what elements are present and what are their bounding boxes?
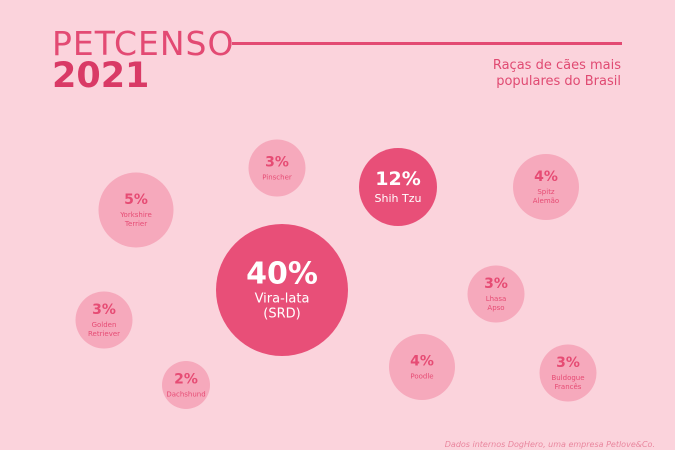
bubble-name-label: (SRD) xyxy=(263,307,300,322)
bubble-value-label: 3% xyxy=(92,302,116,318)
bubble-name-label: Francês xyxy=(555,383,582,391)
title-divider xyxy=(232,42,622,45)
bubble-dachshund: 2% Dachshund xyxy=(162,361,210,409)
chart-title-line2: 2021 xyxy=(52,56,150,96)
bubble-name-label: Poodle xyxy=(410,372,433,380)
bubble-value-label: 2% xyxy=(174,371,198,387)
bubble-name-label: Buldogue xyxy=(551,374,584,382)
bubble-circle xyxy=(216,224,348,356)
bubble-vira-lata-srd: 40%Vira-lata(SRD) xyxy=(216,224,348,356)
bubble-name-label: Apso xyxy=(487,304,504,312)
bubble-circle xyxy=(248,139,306,197)
chart-subtitle: Raças de cães mais populares do Brasil xyxy=(492,58,621,89)
bubble-name-label: Yorkshire xyxy=(119,211,152,219)
bubble-name-label: Vira-lata xyxy=(255,292,310,307)
bubble-circle xyxy=(359,148,437,226)
bubble-value-label: 3% xyxy=(484,276,508,292)
chart-title-line1: PETCENSO xyxy=(52,24,235,63)
source-note: Dados internos DogHero, uma empresa Petl… xyxy=(444,440,655,449)
bubble-value-label: 40% xyxy=(246,257,318,292)
bubble-name-label: Shih Tzu xyxy=(375,192,422,205)
bubble-shih-tzu: 12% Shih Tzu xyxy=(359,148,437,226)
bubble-circle xyxy=(389,334,455,400)
bubble-circle xyxy=(98,172,174,248)
bubble-circle xyxy=(467,265,525,323)
bubble-pinscher: 3% Pinscher xyxy=(248,139,306,197)
bubble-name-label: Golden xyxy=(92,321,117,329)
bubble-value-label: 4% xyxy=(534,169,558,185)
bubble-value-label: 3% xyxy=(265,154,289,170)
bubble-name-label: Lhasa xyxy=(486,295,507,303)
bubble-name-label: Pinscher xyxy=(262,173,292,181)
bubble-circle xyxy=(513,154,579,220)
bubble-circle xyxy=(75,291,133,349)
bubble-name-label: Alemão xyxy=(533,197,559,205)
bubble-value-label: 4% xyxy=(410,353,434,369)
bubble-name-label: Spitz xyxy=(537,188,555,196)
bubble-name-label: Terrier xyxy=(124,220,147,228)
bubble-value-label: 5% xyxy=(124,192,148,208)
bubble-value-label: 3% xyxy=(556,355,580,371)
bubble-circle xyxy=(539,344,597,402)
bubble-poodle: 4% Poodle xyxy=(389,334,455,400)
bubble-name-label: Retriever xyxy=(88,330,120,338)
bubble-name-label: Dachshund xyxy=(166,390,205,398)
bubble-circle xyxy=(162,361,210,409)
bubble-value-label: 12% xyxy=(375,168,420,190)
